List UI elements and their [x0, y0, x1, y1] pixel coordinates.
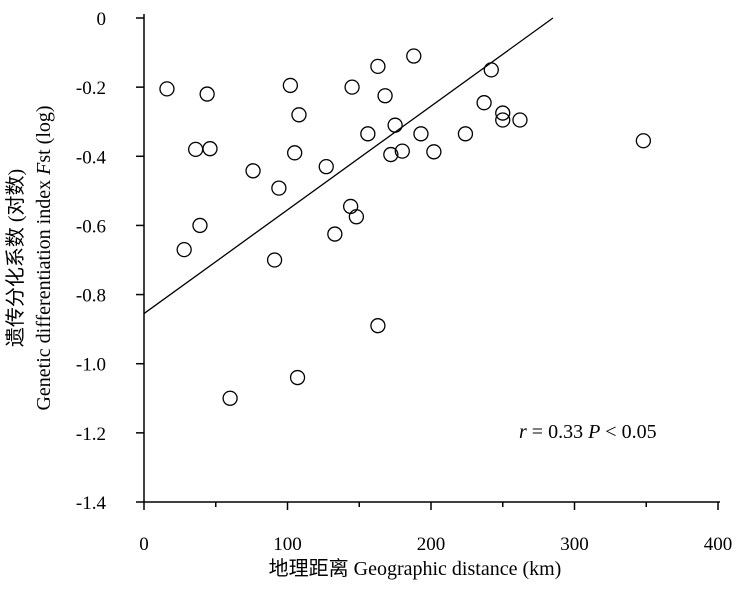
- data-point: [387, 117, 403, 133]
- data-point: [192, 217, 208, 234]
- data-point: [271, 180, 287, 196]
- y-tick-label: -1.0: [76, 355, 106, 376]
- y-tick-label: -0.4: [76, 147, 107, 168]
- y-tick-label: -1.2: [76, 424, 106, 445]
- data-point: [377, 88, 393, 104]
- data-point: [327, 226, 343, 242]
- y-axis-title-line1: 遗传分化系数 (对数): [4, 169, 27, 347]
- data-point: [245, 163, 261, 179]
- y-tick-label: -0.8: [76, 286, 106, 307]
- data-point: [457, 126, 474, 142]
- data-point: [360, 126, 376, 142]
- x-axis-title: 地理距离 Geographic distance (km): [269, 557, 562, 580]
- data-point: [426, 144, 442, 160]
- data-point: [512, 112, 528, 128]
- data-points: [159, 48, 652, 406]
- x-tick-label: 200: [417, 534, 446, 555]
- data-point: [476, 95, 492, 111]
- x-tick-label: 400: [704, 534, 733, 555]
- correlation-annotation: r = 0.33 P < 0.05: [519, 421, 657, 443]
- data-point: [222, 390, 238, 406]
- data-point: [282, 77, 299, 94]
- data-point: [289, 369, 306, 386]
- data-point: [394, 143, 410, 159]
- x-tick-label: 100: [273, 534, 302, 555]
- data-point: [342, 198, 359, 215]
- y-tick-label: -1.4: [76, 493, 107, 514]
- x-tick-label: 0: [139, 534, 149, 555]
- data-point: [406, 48, 422, 64]
- data-point: [202, 141, 218, 157]
- y-tick-label: -0.2: [76, 78, 106, 99]
- data-point: [188, 141, 204, 158]
- y-axis-title-line2-group: Genetic differentiation index Fst (log): [33, 105, 55, 410]
- data-point: [370, 318, 386, 334]
- data-point: [483, 62, 499, 78]
- data-point: [413, 126, 429, 142]
- x-ticks: 0 100 200 300 400: [139, 502, 732, 555]
- y-tick-label: -0.6: [76, 216, 106, 237]
- data-point: [348, 209, 365, 225]
- y-ticks: 0 -0.2 -0.4 -0.6 -0.8 -1.0 -1.2 -1.4: [76, 9, 144, 514]
- axes: [143, 14, 720, 503]
- y-axis-title-line1-group: 遗传分化系数 (对数): [4, 169, 27, 347]
- data-point: [370, 58, 386, 75]
- y-axis-title-line2: Genetic differentiation index Fst (log): [33, 105, 55, 410]
- data-point: [287, 145, 303, 161]
- data-point: [176, 241, 192, 258]
- data-point: [291, 107, 307, 123]
- data-point: [495, 112, 511, 128]
- data-point: [635, 133, 652, 149]
- data-point: [318, 159, 334, 175]
- data-point: [383, 146, 399, 163]
- x-tick-label: 300: [560, 534, 589, 555]
- y-tick-label: 0: [97, 9, 107, 30]
- data-point: [495, 105, 511, 121]
- data-point: [199, 86, 215, 102]
- data-point: [266, 252, 283, 268]
- data-point: [159, 81, 175, 97]
- data-point: [344, 79, 360, 95]
